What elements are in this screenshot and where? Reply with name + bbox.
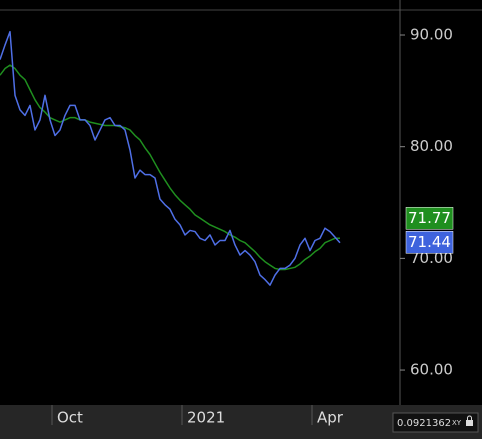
y-tick-label: 80.00 xyxy=(410,137,453,155)
series-line xyxy=(0,30,341,286)
readout-box[interactable] xyxy=(392,412,479,433)
x-tick-label: Apr xyxy=(317,409,344,427)
last-value-label: 71.77 xyxy=(408,209,451,227)
last-value-label: 71.44 xyxy=(408,233,451,251)
x-tick-label: Oct xyxy=(57,409,83,427)
x-tick-label: 2021 xyxy=(187,409,225,427)
last-value-tag xyxy=(405,207,454,230)
lock-icon[interactable] xyxy=(466,420,473,426)
last-value-tag xyxy=(405,231,454,254)
readout-mode: XY xyxy=(452,419,462,427)
readout-value: 0.0921362 xyxy=(397,418,451,429)
y-tick-label: 60.00 xyxy=(410,361,453,379)
series-line xyxy=(0,64,340,271)
y-tick-label: 90.00 xyxy=(410,26,453,44)
lock-shackle xyxy=(467,415,472,420)
